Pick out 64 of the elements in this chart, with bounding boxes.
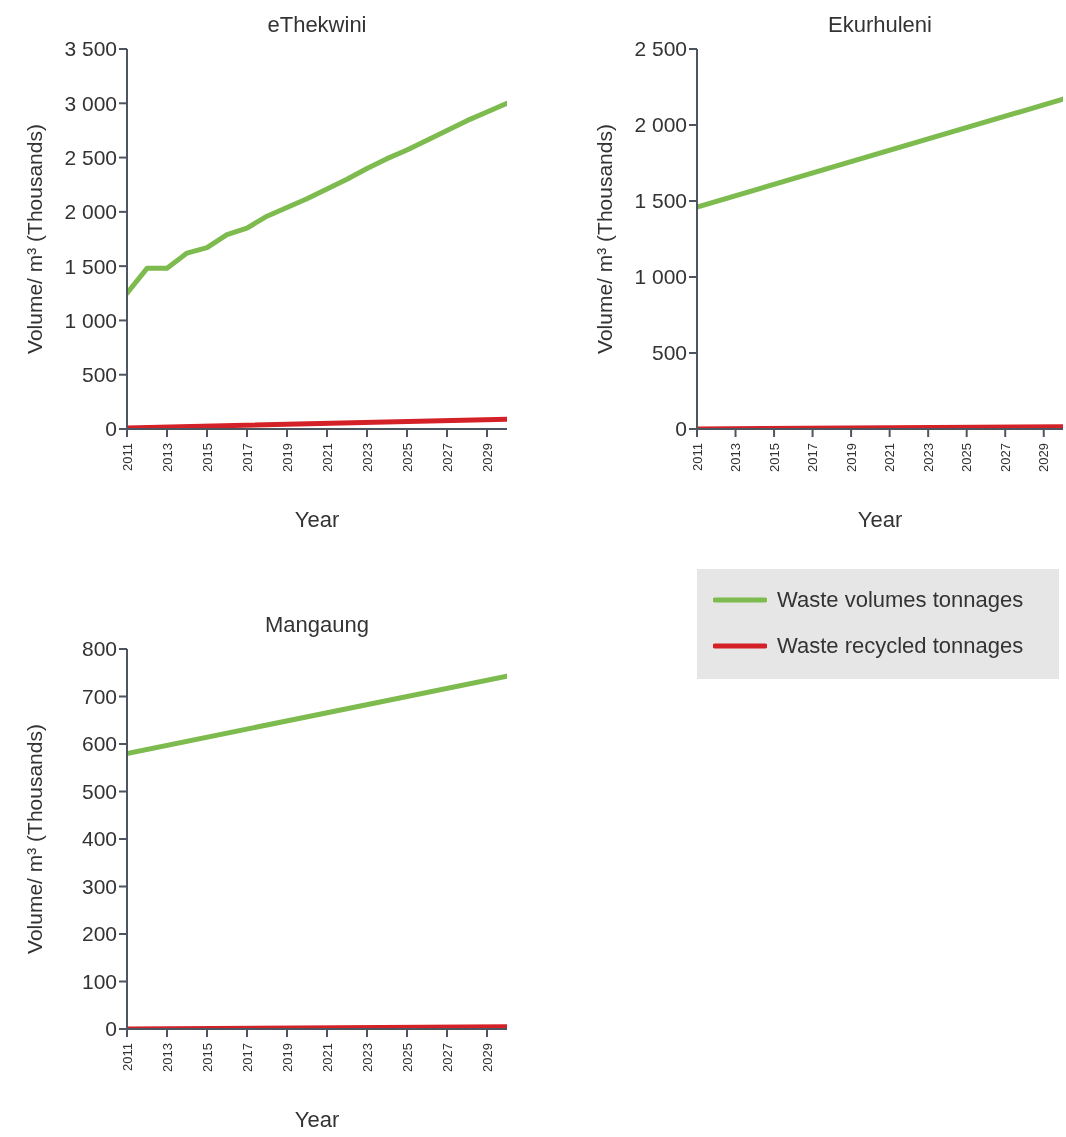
y-tick-label: 800 xyxy=(81,637,117,661)
y-tick-label: 3 500 xyxy=(64,37,117,61)
y-axis-title: Volume/ m³ (Thousands) xyxy=(22,124,46,354)
y-tick-label: 700 xyxy=(81,684,117,708)
legend-label: Waste recycled tonnages xyxy=(777,633,1024,659)
chart-title: eThekwini xyxy=(266,12,368,38)
y-tick-label: 0 xyxy=(105,417,117,441)
x-tick-label: 2023 xyxy=(920,443,936,472)
y-tick-label: 200 xyxy=(81,922,117,946)
y-tick-label: 0 xyxy=(675,417,687,441)
y-tick-label: 2 500 xyxy=(634,37,687,61)
x-tick-label: 2027 xyxy=(997,443,1013,472)
chart-title: Mangaung xyxy=(264,612,370,638)
x-tick-label: 2017 xyxy=(239,443,255,472)
y-tick-label: 2 500 xyxy=(64,146,117,170)
y-axis-title: Volume/ m³ (Thousands) xyxy=(592,124,616,354)
x-tick-label: 2029 xyxy=(479,1043,495,1072)
x-tick-label: 2013 xyxy=(728,443,744,472)
x-axis-title: Year xyxy=(294,1107,340,1132)
y-tick-label: 1 500 xyxy=(64,254,117,278)
y-tick-label: 100 xyxy=(81,969,117,993)
x-tick-label: 2029 xyxy=(1036,443,1052,472)
x-tick-label: 2019 xyxy=(843,443,859,472)
x-tick-label: 2027 xyxy=(439,1043,455,1072)
y-tick-label: 500 xyxy=(81,363,117,387)
x-tick-label: 2025 xyxy=(399,1043,415,1072)
legend-label: Waste volumes tonnages xyxy=(777,587,1024,613)
x-tick-label: 2023 xyxy=(359,443,375,472)
y-tick-label: 500 xyxy=(81,779,117,803)
x-tick-label: 2025 xyxy=(959,443,975,472)
x-tick-label: 2017 xyxy=(239,1043,255,1072)
x-tick-label: 2017 xyxy=(805,443,821,472)
chart-title: Ekurhuleni xyxy=(827,12,933,38)
y-tick-label: 0 xyxy=(105,1017,117,1041)
x-tick-label: 2013 xyxy=(159,1043,175,1072)
x-tick-label: 2023 xyxy=(359,1043,375,1072)
y-tick-label: 1 000 xyxy=(634,265,687,289)
x-tick-label: 2027 xyxy=(439,443,455,472)
x-tick-label: 2019 xyxy=(279,443,295,472)
x-tick-label: 2021 xyxy=(319,443,335,472)
x-tick-label: 2011 xyxy=(119,443,135,471)
x-tick-label: 2011 xyxy=(119,1043,135,1071)
y-tick-label: 2 000 xyxy=(634,113,687,137)
y-tick-label: 1 500 xyxy=(634,189,687,213)
x-tick-label: 2015 xyxy=(199,1043,215,1072)
x-tick-label: 2015 xyxy=(199,443,215,472)
y-tick-label: 400 xyxy=(81,827,117,851)
x-tick-label: 2019 xyxy=(279,1043,295,1072)
y-tick-label: 1 000 xyxy=(64,308,117,332)
x-tick-label: 2025 xyxy=(399,443,415,472)
y-axis-title: Volume/ m³ (Thousands) xyxy=(22,724,46,954)
x-axis-title: Year xyxy=(294,507,340,532)
x-axis-title: Year xyxy=(857,507,903,532)
x-tick-label: 2013 xyxy=(159,443,175,472)
x-tick-label: 2029 xyxy=(479,443,495,472)
y-tick-label: 500 xyxy=(651,341,687,365)
x-tick-label: 2021 xyxy=(319,1043,335,1072)
y-tick-label: 2 000 xyxy=(64,200,117,224)
y-tick-label: 3 000 xyxy=(64,91,117,115)
x-tick-label: 2011 xyxy=(689,443,705,471)
y-tick-label: 300 xyxy=(81,874,117,898)
x-tick-label: 2021 xyxy=(882,443,898,472)
x-tick-label: 2015 xyxy=(766,443,782,472)
y-tick-label: 600 xyxy=(81,732,117,756)
